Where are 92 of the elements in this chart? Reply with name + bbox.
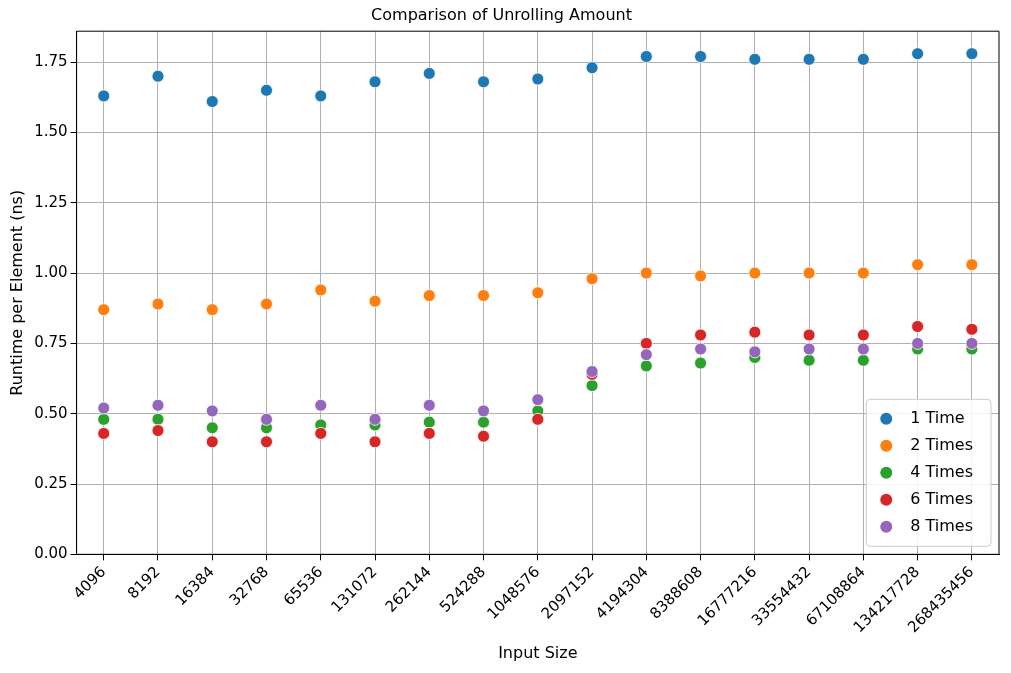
point <box>477 415 490 429</box>
point <box>260 297 273 311</box>
point <box>856 353 870 367</box>
point <box>314 89 328 103</box>
point <box>639 359 653 373</box>
point <box>748 266 762 280</box>
y-tick-label: 0.25 <box>34 473 68 492</box>
point <box>368 435 382 449</box>
point <box>748 345 762 359</box>
point <box>151 69 165 83</box>
point <box>856 52 870 66</box>
point <box>422 289 436 302</box>
point <box>585 61 599 75</box>
point <box>422 415 436 429</box>
point <box>802 266 816 280</box>
point <box>151 412 165 426</box>
point <box>260 435 273 449</box>
point <box>639 50 653 63</box>
y-tick-label: 1.00 <box>34 262 68 281</box>
legend-label: 6 Times <box>910 488 974 508</box>
point <box>802 52 816 66</box>
point <box>856 342 870 356</box>
point <box>97 401 111 415</box>
y-tick-label: 0.75 <box>34 333 68 352</box>
point <box>477 429 490 443</box>
point <box>205 303 219 317</box>
x-axis-title: Input Size <box>498 642 578 662</box>
point <box>531 286 545 300</box>
point <box>205 421 219 435</box>
y-axis-title: Runtime per Element (ns) <box>6 189 26 396</box>
point <box>205 435 219 449</box>
point <box>368 294 382 308</box>
point <box>531 72 545 86</box>
point <box>97 412 111 426</box>
point <box>694 356 707 370</box>
legend-label: 4 Times <box>910 461 974 481</box>
point <box>97 89 111 103</box>
point <box>802 353 816 367</box>
point <box>97 303 111 317</box>
point <box>97 427 111 440</box>
point <box>477 289 490 302</box>
point <box>151 424 165 437</box>
point <box>422 66 436 80</box>
legend-label: 1 Time <box>910 407 965 427</box>
point <box>151 398 165 412</box>
point <box>802 342 816 356</box>
point <box>856 266 870 280</box>
legend-label: 2 Times <box>910 434 974 454</box>
point <box>965 337 979 350</box>
legend-label: 8 Times <box>910 515 974 535</box>
point <box>314 283 328 297</box>
point <box>965 47 979 61</box>
point <box>585 379 599 392</box>
point <box>748 325 762 339</box>
point <box>911 337 925 350</box>
point <box>965 258 979 272</box>
point <box>694 328 707 342</box>
point <box>639 337 653 350</box>
point <box>802 328 816 342</box>
y-tick-label: 1.50 <box>34 122 68 141</box>
point <box>639 266 653 280</box>
point <box>314 427 328 440</box>
point <box>205 404 219 418</box>
point <box>585 272 599 286</box>
y-tick-label: 0.00 <box>34 544 68 563</box>
point <box>531 412 545 426</box>
point <box>314 398 328 412</box>
point <box>368 75 382 89</box>
point <box>639 348 653 362</box>
y-tick-label: 1.25 <box>34 192 68 211</box>
point <box>477 404 490 418</box>
point <box>422 398 436 412</box>
point <box>260 83 273 97</box>
point <box>856 328 870 342</box>
point <box>422 427 436 440</box>
y-tick-label: 0.50 <box>34 403 68 422</box>
point <box>368 412 382 426</box>
point <box>205 95 219 108</box>
point <box>260 412 273 426</box>
point <box>531 393 545 407</box>
point <box>748 52 762 66</box>
point <box>694 50 707 63</box>
point <box>694 269 707 283</box>
point <box>911 47 925 61</box>
point <box>477 75 490 89</box>
chart-title: Comparison of Unrolling Amount <box>371 4 632 24</box>
point <box>911 258 925 272</box>
point <box>965 322 979 336</box>
point <box>694 342 707 356</box>
y-tick-label: 1.75 <box>34 52 68 71</box>
point <box>911 320 925 333</box>
point <box>151 297 165 311</box>
